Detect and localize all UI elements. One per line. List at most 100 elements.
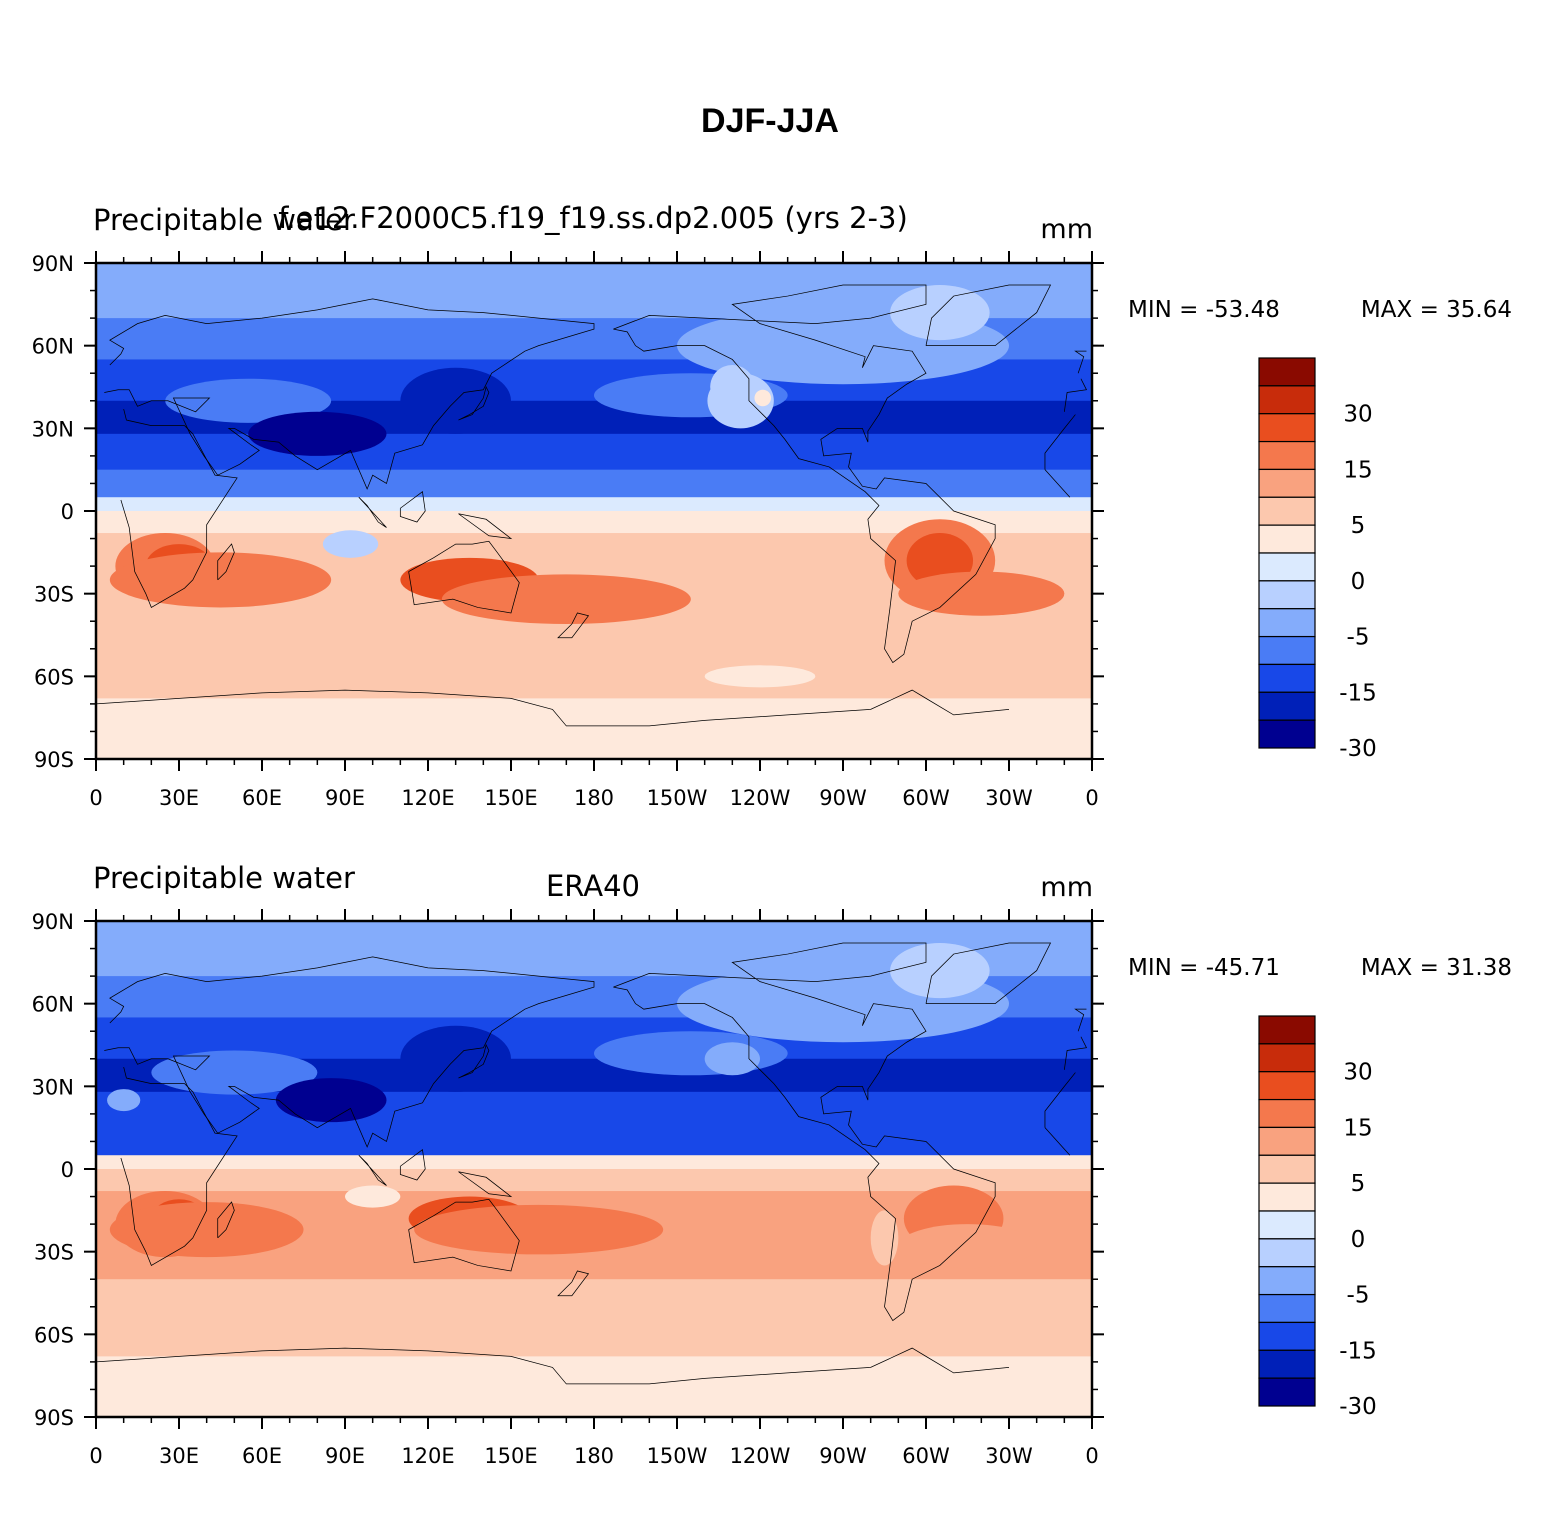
x-tick-label: 30E [159,786,199,810]
coastline [218,544,235,580]
x-tick-label: 150E [484,786,537,810]
field-band [96,1279,1092,1358]
coastline [558,1271,588,1296]
colorbar-box [1258,468,1316,498]
colorbar-label: 5 [1351,513,1366,539]
coastline [1045,470,1070,498]
panel-bottom-coastlines [96,943,1086,1384]
coastline [613,943,995,1321]
x-tick-label: 60E [242,1444,282,1468]
x-tick-label: 120W [730,1444,791,1468]
field-anomaly-region [441,574,691,624]
coastline [458,1172,511,1197]
colorbar-box [1258,1293,1316,1324]
x-tick-label: 60W [902,786,950,810]
coastline [1045,415,1075,470]
colorbar-label: -5 [1347,1283,1370,1309]
panel-bottom-colorbar: 30 15 5 0 -5 -15 -30 [1258,1015,1377,1420]
y-tick-label: 30N [32,417,74,441]
panel-bottom-units: mm [1040,872,1093,903]
colorbar-box [1258,1126,1316,1156]
coastline [104,299,594,489]
y-tick-label: 60N [32,993,74,1017]
panel-top-left-title: Precipitable water [93,203,355,237]
colorbar-box [1258,1321,1316,1351]
coastline [409,541,520,613]
x-tick-label: 180 [574,1444,614,1468]
field-anomaly-region [109,1202,304,1258]
field-anomaly-region [248,411,387,456]
colorbar-label: -15 [1339,680,1377,706]
field-anomaly-region [414,1204,664,1255]
panel-bottom-map [96,921,1092,1417]
coastline [218,1202,235,1238]
y-tick-label: 90S [34,748,74,772]
x-tick-label: 0 [1085,1444,1098,1468]
colorbar-box [1258,1266,1316,1296]
colorbar-label: 0 [1351,569,1366,595]
x-tick-label: 90E [325,786,365,810]
x-tick-label: 0 [1085,786,1098,810]
panel-top-axes: 90N 60N 30N 0 30S 60S 90S 0 30E 60E 90E 120E 150E 180… [32,251,1104,810]
y-tick-label: 90N [32,252,74,276]
coastline [458,387,488,420]
colorbar-box [1258,719,1316,749]
x-tick-label: 30W [985,786,1033,810]
coastline [96,690,1009,726]
colorbar-box [1258,552,1316,582]
colorbar-label: -15 [1339,1338,1377,1364]
y-tick-label: 60S [34,665,74,689]
colorbar-box [1258,1377,1316,1407]
field-anomaly-region [890,943,990,999]
field-anomaly-region [704,665,816,688]
x-tick-label: 0 [89,1444,102,1468]
coastline [400,1150,425,1180]
y-tick-label: 90N [32,910,74,934]
colorbar-box [1258,1238,1316,1268]
colorbar-box [1258,663,1316,693]
y-tick-label: 30S [34,583,74,607]
coastline [558,613,588,638]
field-anomaly-region [322,530,379,558]
colorbar-label: 30 [1343,1060,1372,1086]
panel-top-field [96,263,1092,759]
coastline [359,1155,387,1185]
x-tick-label: 30W [985,1444,1033,1468]
colorbar-label: 5 [1351,1171,1366,1197]
panel-top-max-label: MAX = 35.64 [1361,297,1512,323]
panel-top-center-title: f.e12.F2000C5.f19_f19.ss.dp2.005 (yrs 2-… [278,201,908,235]
field-anomaly-region [898,1224,1037,1269]
x-tick-label: 150E [484,1444,537,1468]
coastline [926,943,1051,1004]
panel-bottom-min-label: MIN = -45.71 [1128,955,1280,981]
colorbar-box [1258,1154,1316,1184]
x-tick-label: 180 [574,786,614,810]
y-tick-label: 90S [34,1406,74,1430]
coastline [926,285,1051,346]
field-anomaly-region [890,285,990,341]
colorbar-label: 0 [1351,1227,1366,1253]
x-tick-label: 120E [401,1444,454,1468]
x-tick-label: 30E [159,1444,199,1468]
field-band [96,511,1092,535]
coastline [1064,1037,1086,1070]
x-tick-label: 60E [242,786,282,810]
panel-top-colorbar: 30 15 5 0 -5 -15 -30 [1258,357,1377,762]
colorbar-box [1258,1071,1316,1101]
field-anomaly-region [275,1078,387,1123]
panel-top-map [96,263,1092,759]
field-band [96,433,1092,471]
field-anomaly-region [870,1210,899,1266]
x-tick-label: 150W [647,1444,708,1468]
y-tick-label: 0 [61,1158,74,1182]
y-tick-label: 30S [34,1241,74,1265]
coastline [121,1067,237,1265]
panel-top-coastlines [96,285,1086,726]
colorbar-box [1258,1015,1316,1045]
colorbar-box [1258,1349,1316,1379]
coastline [613,285,995,663]
colorbar-box [1258,691,1316,721]
field-anomaly-region [109,552,332,608]
colorbar-label: -30 [1339,736,1377,762]
